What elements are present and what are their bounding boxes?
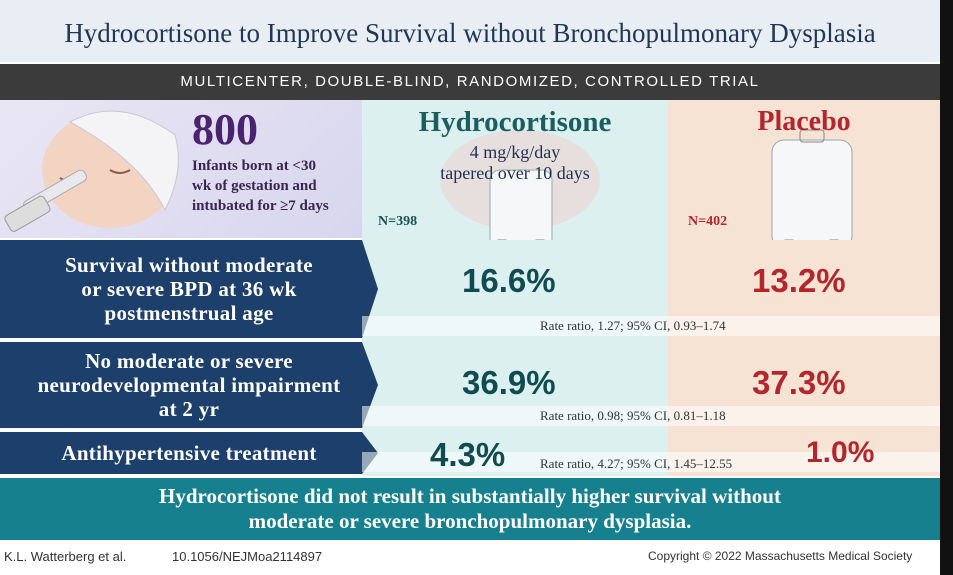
rate-ratio: Rate ratio, 1.27; 95% CI, 0.93–1.74	[540, 318, 726, 333]
ratio-strip	[362, 452, 940, 472]
text-line: tapered over 10 days	[440, 163, 590, 183]
population-description: Infants born at <30 wk of gestation and …	[192, 156, 329, 216]
text-line: 4 mg/kg/day	[469, 142, 561, 162]
hydrocortisone-value: 16.6%	[462, 262, 556, 299]
conclusion: Hydrocortisone did not result in substan…	[0, 478, 940, 540]
text-line: Hydrocortisone did not result in substan…	[159, 484, 781, 508]
text-line: intubated for ≥7 days	[192, 198, 329, 214]
edge-bar	[940, 0, 953, 575]
iv-hanger	[799, 129, 825, 143]
text-line: No moderate or severe	[85, 349, 293, 373]
text-line: neurodevelopmental impairment	[37, 373, 341, 397]
illustrations	[4, 110, 853, 240]
label-arrow	[0, 432, 378, 474]
hydrocortisone-value: 36.9%	[462, 364, 556, 401]
text-line: postmenstrual age	[104, 301, 274, 325]
text-line: Antihypertensive treatment	[61, 441, 317, 465]
arm-n: N=402	[688, 214, 728, 229]
baby-hat	[68, 110, 179, 212]
rate-ratio: Rate ratio, 0.98; 95% CI, 0.81–1.18	[540, 408, 726, 423]
rate-ratio: Rate ratio, 4.27; 95% CI, 1.45–12.55	[540, 456, 733, 471]
arm-dose: 4 mg/kg/day tapered over 10 days	[362, 142, 668, 184]
label-shape	[0, 342, 378, 428]
outcome-label: No moderate or severe neurodevelopmental …	[0, 342, 378, 428]
text-line: Survival without moderate	[65, 253, 313, 277]
authors: K.L. Watterberg et al.	[4, 549, 127, 564]
text-line: Infants born at <30	[192, 158, 316, 174]
text-line: wk of gestation and	[192, 178, 317, 194]
iv-bag	[771, 139, 853, 240]
banner: MULTICENTER, DOUBLE-BLIND, RANDOMIZED, C…	[0, 64, 940, 100]
outcome-label: Antihypertensive treatment	[0, 432, 378, 474]
population-count: 800	[192, 105, 258, 154]
text-line: at 2 yr	[158, 397, 220, 421]
placebo-value: 37.3%	[752, 364, 846, 401]
label-shape	[0, 240, 378, 338]
label-shape	[0, 432, 378, 474]
text-line: moderate or severe bronchopulmonary dysp…	[248, 509, 692, 533]
outcome-label: Survival without moderate or severe BPD a…	[0, 240, 378, 338]
copyright: Copyright © 2022 Massachusetts Medical S…	[648, 549, 913, 563]
placebo-value: 13.2%	[752, 262, 846, 299]
title: Hydrocortisone to Improve Survival witho…	[0, 0, 940, 62]
placebo-value: 1.0%	[806, 436, 875, 469]
arm-name: Hydrocortisone	[418, 106, 612, 138]
arm-name: Placebo	[757, 106, 851, 137]
tube-connector	[4, 195, 51, 232]
arm-n: N=398	[378, 214, 418, 229]
text-line: or severe BPD at 36 wk	[81, 277, 297, 301]
label-arrow	[0, 240, 378, 338]
hydrocortisone-value: 4.3%	[430, 436, 506, 473]
ratio-strip	[362, 316, 940, 336]
label-arrow	[0, 342, 378, 428]
iv-bag	[489, 169, 553, 240]
doi: 10.1056/NEJMoa2114897	[172, 549, 323, 564]
ratio-strip	[362, 406, 940, 426]
